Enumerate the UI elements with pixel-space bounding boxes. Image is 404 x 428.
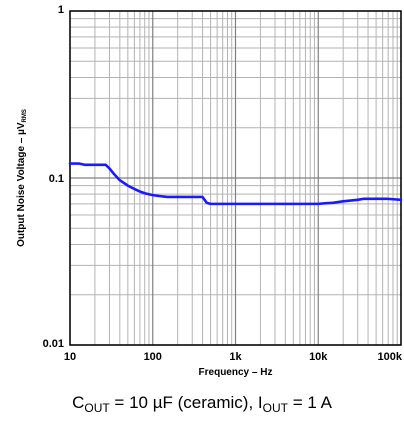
- y-axis-label-main: Output Noise Voltage – µV: [16, 122, 27, 247]
- x-tick-label: 100k: [378, 351, 403, 363]
- y-axis-label-subscript: RMS: [22, 109, 28, 122]
- caption-c-subscript: OUT: [84, 401, 110, 415]
- y-tick-labels: 0.01 0.1 1: [43, 4, 64, 350]
- series-line: [68, 162, 403, 206]
- caption-i-subscript: OUT: [262, 401, 288, 415]
- y-tick-label: 0.01: [43, 338, 64, 350]
- x-tick-label: 10k: [309, 351, 328, 363]
- caption-c-value: = 10 µF (ceramic), I: [109, 393, 263, 412]
- y-tick-label: 1: [58, 4, 64, 16]
- series-layer: [68, 162, 403, 206]
- x-tick-label: 100: [144, 351, 162, 363]
- x-tick-label: 1k: [229, 351, 242, 363]
- caption-i-value: = 1 A: [287, 393, 332, 412]
- x-tick-labels: 10 100 1k 10k 100k: [64, 351, 403, 363]
- x-tick-label: 10: [64, 351, 76, 363]
- y-tick-label: 0.1: [49, 173, 64, 185]
- chart-caption: COUT = 10 µF (ceramic), IOUT = 1 A: [0, 393, 404, 415]
- caption-c: C: [72, 393, 85, 412]
- plot-frame: [69, 10, 402, 346]
- y-axis-label: Output Noise Voltage – µVRMS: [16, 109, 28, 247]
- x-axis-label: Frequency – Hz: [199, 367, 273, 378]
